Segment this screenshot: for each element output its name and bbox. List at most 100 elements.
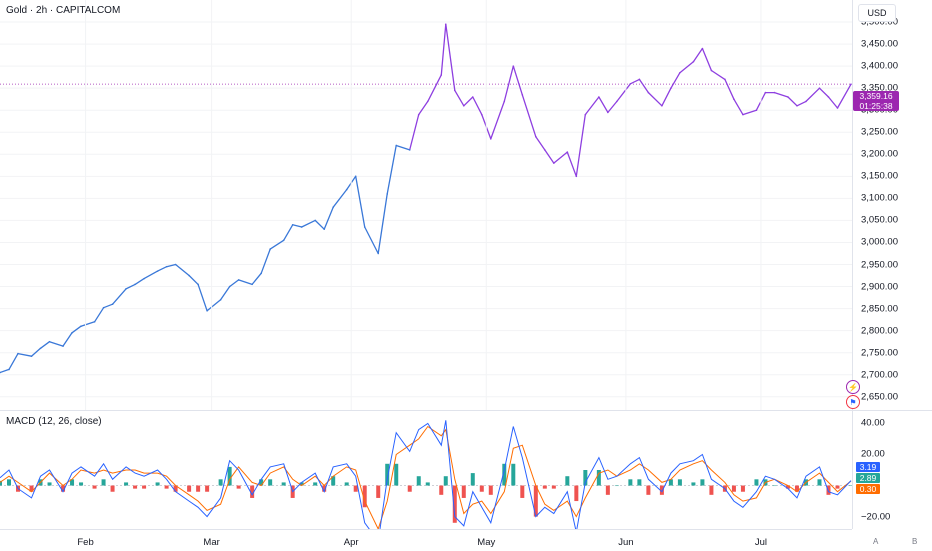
- macd-tick-label: 20.00: [861, 448, 885, 460]
- price-point: [228, 285, 231, 288]
- macd-histogram-bar: [376, 485, 381, 498]
- macd-histogram-bar: [353, 485, 358, 492]
- macd-histogram-bar: [452, 485, 457, 523]
- macd-histogram-bar: [281, 482, 286, 486]
- macd-histogram-bar: [79, 482, 84, 486]
- price-point: [701, 47, 704, 50]
- price-point: [629, 82, 632, 85]
- price-point: [836, 107, 839, 109]
- macd-signal-line: [0, 425, 852, 529]
- macd-histogram-bar: [542, 485, 547, 489]
- lightning-icon[interactable]: ⚡: [846, 380, 860, 394]
- price-point: [314, 219, 316, 222]
- macd-chart[interactable]: [0, 411, 852, 529]
- price-point: [345, 188, 348, 191]
- price-point: [598, 96, 600, 98]
- macd-histogram-bar: [551, 485, 556, 489]
- price-point: [679, 71, 681, 74]
- macd-title[interactable]: MACD (12, 26, close): [6, 416, 102, 427]
- price-tick-label: 3,450.00: [861, 38, 898, 50]
- price-point: [323, 228, 325, 231]
- price-point: [850, 83, 852, 86]
- price-tick-label: 3,250.00: [861, 126, 898, 138]
- price-line-segment-blue: [0, 144, 410, 374]
- price-point: [544, 149, 546, 151]
- price-point: [408, 149, 411, 151]
- macd-histogram-bar: [794, 485, 799, 492]
- time-tick-label: May: [477, 537, 496, 548]
- price-line-segment-purple: [409, 23, 852, 177]
- price-point: [426, 100, 429, 103]
- price-point: [62, 345, 64, 347]
- macd-histogram-bar: [731, 485, 736, 492]
- bars-button[interactable]: B: [912, 537, 918, 546]
- currency-button[interactable]: USD: [858, 4, 896, 22]
- macd-histogram-bar: [259, 479, 264, 486]
- time-tick-label: Jun: [618, 537, 634, 548]
- macd-histogram-bar: [754, 479, 759, 486]
- macd-histogram-bar: [583, 470, 588, 486]
- macd-histogram-bar: [479, 485, 484, 492]
- price-tick-label: 3,050.00: [861, 214, 898, 226]
- price-point: [512, 65, 515, 67]
- price-point: [134, 283, 136, 286]
- price-point: [670, 87, 672, 89]
- macd-histogram-bar: [0, 480, 2, 486]
- macd-histogram-bar: [394, 463, 399, 486]
- price-point: [71, 332, 73, 334]
- macd-histogram-bar: [826, 485, 831, 495]
- macd-pane[interactable]: [0, 411, 852, 529]
- price-chart-pane[interactable]: [0, 0, 852, 410]
- macd-histogram-bar: [461, 485, 466, 498]
- price-point: [566, 151, 569, 153]
- macd-histogram-bar: [502, 463, 507, 486]
- price-point: [535, 135, 537, 138]
- price-tick-label: 2,700.00: [861, 369, 898, 381]
- price-point: [787, 96, 789, 98]
- macd-histogram-bar: [47, 482, 52, 486]
- macd-histogram-bar: [614, 485, 619, 487]
- price-point: [647, 91, 650, 94]
- macd-line-badge: 2.89: [856, 473, 880, 483]
- price-axis[interactable]: 3,500.003,450.003,400.003,350.003,300.00…: [852, 0, 932, 410]
- macd-histogram-bar: [849, 485, 852, 486]
- flag-icon[interactable]: ⚑: [846, 395, 860, 409]
- symbol-title[interactable]: Gold · 2h · CAPITALCOM: [6, 5, 121, 16]
- price-point: [503, 100, 506, 103]
- price-point: [818, 87, 821, 89]
- macd-histogram-bar: [817, 479, 822, 486]
- price-point: [764, 91, 767, 94]
- price-point: [363, 226, 366, 228]
- macd-histogram-bar: [29, 485, 34, 492]
- macd-histogram-bar: [416, 476, 421, 486]
- macd-histogram-bar: [709, 485, 714, 495]
- price-point: [471, 96, 474, 98]
- pane-divider[interactable]: [0, 410, 932, 411]
- macd-histogram-bar: [187, 485, 192, 492]
- macd-histogram-bar: [488, 485, 493, 495]
- macd-histogram-bar: [511, 463, 516, 486]
- auto-scale-button[interactable]: A: [873, 537, 879, 546]
- price-point: [607, 111, 609, 114]
- price-tick-label: 3,350.00: [861, 82, 898, 94]
- price-point: [733, 98, 735, 100]
- macd-histogram-bar: [835, 485, 840, 489]
- macd-histogram-bar: [439, 485, 444, 495]
- macd-histogram-bar: [605, 485, 610, 495]
- macd-histogram-bar: [740, 485, 745, 492]
- price-point: [282, 239, 285, 242]
- macd-histogram-bar: [785, 485, 790, 489]
- macd-histogram-badge: 3.19: [856, 462, 880, 472]
- price-chart[interactable]: [0, 0, 852, 410]
- macd-histogram-bar: [520, 485, 525, 498]
- time-tick-label: Feb: [77, 537, 94, 548]
- macd-histogram-bar: [331, 476, 336, 486]
- price-point: [111, 303, 114, 305]
- time-axis[interactable]: Feb Mar Apr May Jun Jul: [0, 529, 852, 551]
- macd-tick-label: 40.00: [861, 417, 885, 429]
- macd-histogram-bar: [164, 485, 169, 489]
- macd-axis[interactable]: 40.00 20.00 −20.00: [852, 411, 932, 529]
- macd-histogram-bar: [344, 482, 349, 486]
- price-point: [354, 175, 357, 178]
- price-point: [197, 283, 199, 286]
